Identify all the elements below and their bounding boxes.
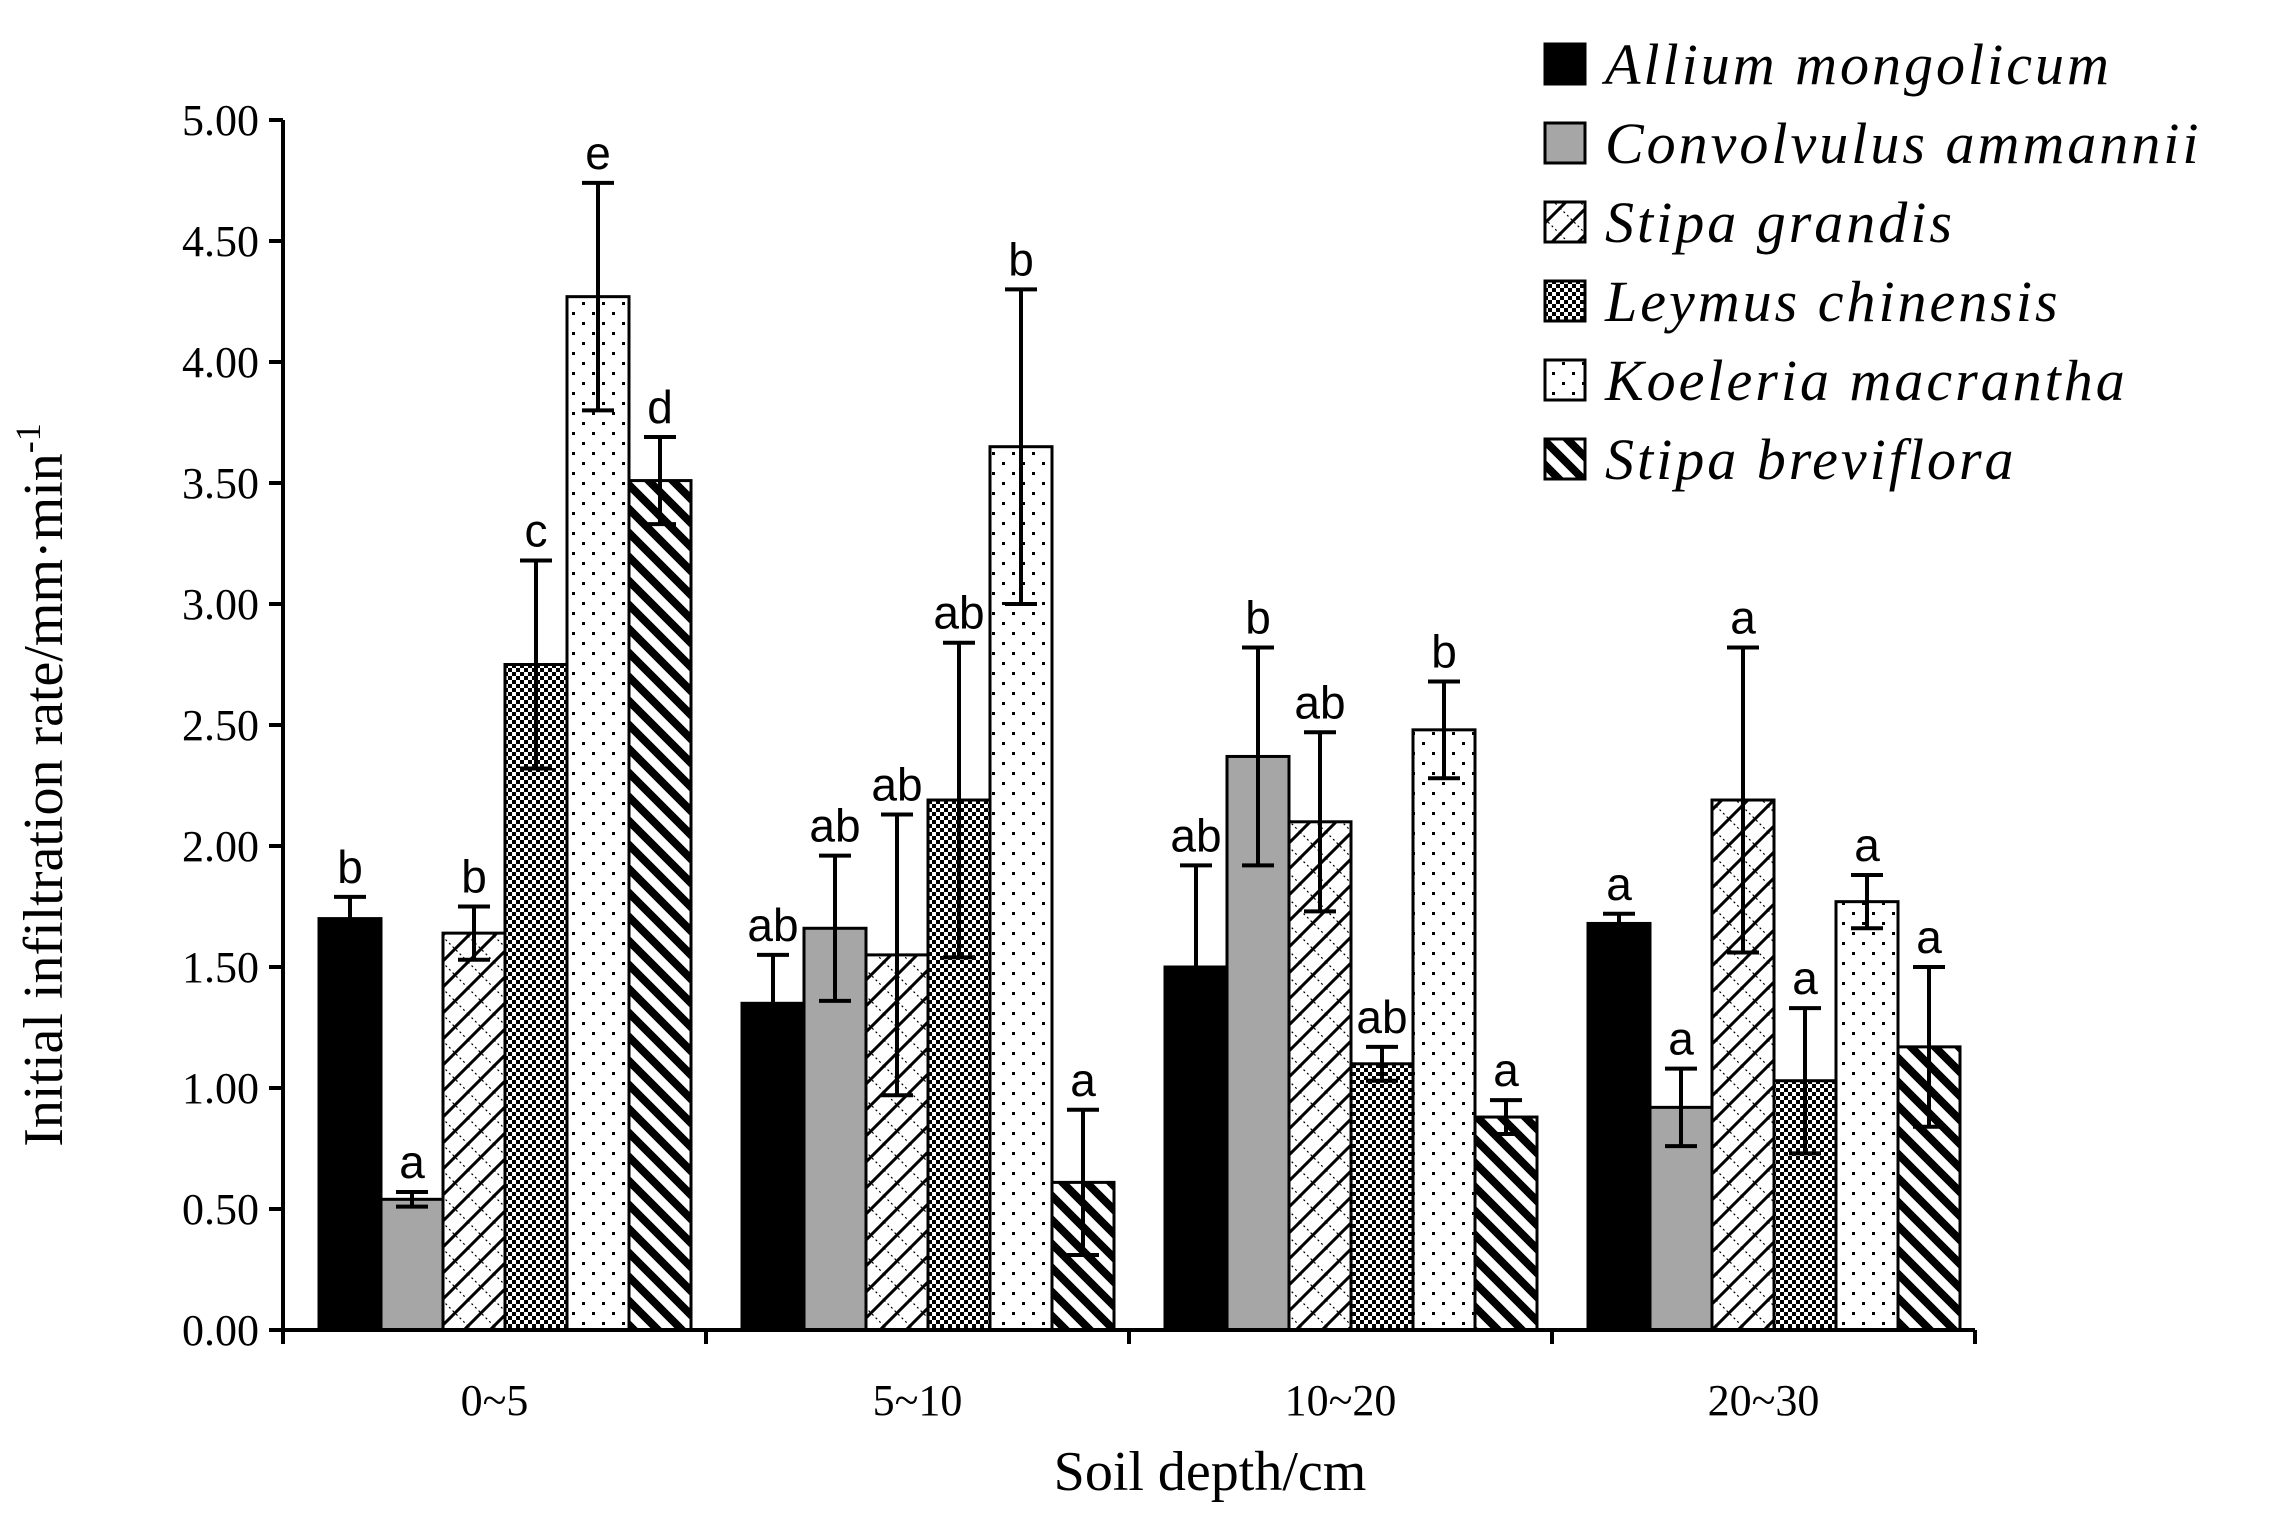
- significance-label: ab: [1356, 991, 1407, 1043]
- significance-label: ab: [747, 899, 798, 951]
- legend-swatch: [1543, 121, 1587, 165]
- x-tick-label: 0~5: [461, 1376, 529, 1425]
- significance-label: b: [337, 841, 363, 893]
- bar: [1411, 728, 1477, 1332]
- legend-swatch: [1543, 358, 1587, 402]
- bar: [627, 479, 693, 1332]
- significance-label: a: [1606, 858, 1632, 910]
- bar: [1349, 1062, 1415, 1332]
- bar: [565, 295, 631, 1332]
- legend-swatch: [1543, 437, 1587, 481]
- bar: [1586, 921, 1652, 1332]
- bar: [1834, 900, 1900, 1332]
- legend: Allium mongolicum Convolvulus ammannii Sti…: [1543, 32, 2201, 492]
- y-axis-title-text: Initial infiltration rate/mm·min: [13, 453, 75, 1147]
- svg-text:Initial infiltration rate/mm·m: Initial infiltration rate/mm·min-1: [8, 423, 75, 1147]
- y-tick-label: 4.00: [182, 338, 259, 387]
- significance-label: a: [1493, 1044, 1519, 1096]
- legend-label: Leymus chinensis: [1604, 269, 2061, 334]
- legend-swatch: [1543, 42, 1587, 86]
- legend-label: Koeleria macrantha: [1604, 348, 2128, 413]
- bar: [1473, 1115, 1539, 1332]
- y-tick-label: 1.50: [182, 943, 259, 992]
- significance-label: a: [1854, 819, 1880, 871]
- y-axis-title-superscript: -1: [8, 423, 48, 453]
- significance-label: a: [1668, 1013, 1694, 1065]
- x-axis-title: Soil depth/cm: [1054, 1441, 1367, 1503]
- y-tick-label: 4.50: [182, 217, 259, 266]
- legend-label: Allium mongolicum: [1601, 32, 2112, 97]
- significance-label: d: [647, 381, 673, 433]
- y-axis-title: Initial infiltration rate/mm·min-1: [8, 423, 75, 1147]
- significance-label: ab: [1294, 676, 1345, 728]
- x-tick-label: 20~30: [1708, 1376, 1820, 1425]
- significance-label: ab: [933, 587, 984, 639]
- significance-label: b: [1431, 625, 1457, 677]
- y-tick-label: 2.50: [182, 701, 259, 750]
- significance-label: c: [525, 504, 548, 556]
- significance-label: ab: [871, 759, 922, 811]
- bar: [441, 931, 507, 1332]
- y-tick-label: 0.00: [182, 1306, 259, 1355]
- significance-label: a: [1730, 592, 1756, 644]
- significance-label: b: [461, 851, 487, 903]
- significance-label: e: [585, 127, 611, 179]
- significance-label: b: [1008, 233, 1034, 285]
- significance-label: a: [399, 1136, 425, 1188]
- significance-label: a: [1916, 911, 1942, 963]
- significance-label: a: [1070, 1054, 1096, 1106]
- legend-swatch: [1543, 200, 1587, 244]
- significance-label: a: [1792, 952, 1818, 1004]
- y-tick-label: 1.00: [182, 1064, 259, 1113]
- legend-label: Stipa breviflora: [1605, 427, 2017, 492]
- y-tick-label: 3.00: [182, 580, 259, 629]
- y-tick-label: 5.00: [182, 96, 259, 145]
- bar: [317, 917, 383, 1332]
- legend-label: Convolvulus ammannii: [1605, 111, 2201, 176]
- bar: [379, 1197, 445, 1332]
- x-tick-label: 10~20: [1285, 1376, 1397, 1425]
- x-tick-label: 5~10: [873, 1376, 963, 1425]
- y-tick-label: 3.50: [182, 459, 259, 508]
- significance-label: ab: [809, 800, 860, 852]
- significance-label: ab: [1170, 809, 1221, 861]
- significance-label: b: [1245, 592, 1271, 644]
- y-tick-label: 2.00: [182, 822, 259, 871]
- y-tick-label: 0.50: [182, 1185, 259, 1234]
- legend-label: Stipa grandis: [1605, 190, 1955, 255]
- legend-swatch: [1543, 279, 1587, 323]
